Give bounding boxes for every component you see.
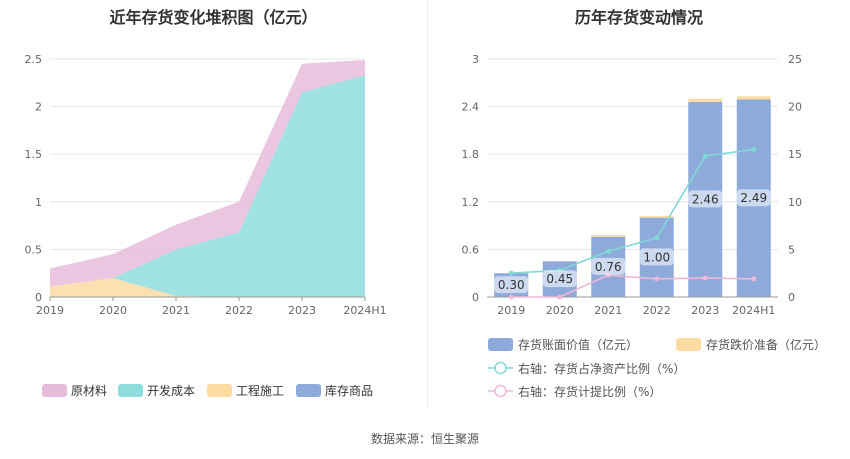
x-tick-label: 2022 (225, 304, 253, 317)
legend-label: 存货跌价准备（亿元） (706, 337, 826, 352)
left-stacked-area-chart: 0 0.5 1 1.5 2 2.5 2019 2020 2021 2022 2023 2024H1 原材… (25, 53, 387, 398)
y2-tick-label: 5 (788, 243, 795, 256)
x-tick-label: 2019 (36, 304, 64, 317)
legend-label: 右轴：存货占净资产比例（%） (518, 361, 685, 376)
line-point (508, 294, 514, 300)
line-point (605, 248, 611, 254)
data-label: 1.00 (639, 248, 674, 266)
legend-label: 开发成本 (147, 383, 195, 398)
data-label: 2.46 (688, 190, 723, 208)
line-point (702, 275, 708, 281)
x-tick-label: 2023 (691, 304, 719, 317)
data-label-text: 1.00 (643, 250, 670, 264)
y2-tick-label: 15 (788, 148, 802, 161)
y2-tick-label: 10 (788, 196, 802, 209)
data-label-text: 0.30 (498, 278, 525, 292)
line-point (751, 276, 757, 282)
x-tick-label: 2020 (546, 304, 574, 317)
legend-label: 工程施工 (236, 383, 284, 398)
legend-label: 存货账面价值（亿元） (518, 337, 638, 352)
legend-swatch (207, 384, 232, 397)
x-tick-label: 2020 (99, 304, 127, 317)
legend-label: 库存商品 (325, 383, 373, 398)
data-source: 数据来源：恒生聚源 (370, 432, 479, 446)
y-tick-label: 2 (35, 101, 42, 114)
legend-label: 原材料 (71, 384, 107, 398)
data-label-text: 0.45 (546, 272, 573, 286)
data-label-bg (736, 189, 771, 207)
data-label-text: 2.46 (692, 192, 719, 206)
line-series (511, 274, 754, 298)
area-series-原材料 (50, 59, 365, 287)
y2-tick-label: 25 (788, 53, 802, 66)
legend-swatch (676, 338, 701, 351)
data-label-bg (494, 276, 529, 294)
x-tick-label: 2021 (594, 304, 622, 317)
legend-label: 右轴：存货计提比例（%） (518, 384, 661, 399)
line-point (702, 153, 708, 159)
area-series-工程施工 (50, 277, 365, 297)
area-series-开发成本 (50, 75, 365, 298)
data-label: 0.45 (542, 270, 577, 288)
y-tick-label: 0.6 (462, 243, 480, 256)
line-point (508, 270, 514, 276)
left-chart-panel: 近年存货变化堆积图（亿元） 0 0.5 1 1.5 2 2.5 2019 2020 2021 20… (0, 0, 427, 410)
legend-swatch (296, 384, 321, 397)
x-tick-label: 2023 (288, 304, 316, 317)
line-point (654, 276, 660, 282)
y-tick-label: 1 (35, 196, 42, 209)
line-point (654, 235, 660, 241)
y-tick-label: 0.5 (25, 243, 43, 256)
y-tick-label: 1.5 (25, 148, 43, 161)
y-tick-label: 1.8 (462, 148, 480, 161)
x-tick-label: 2019 (497, 304, 525, 317)
legend-swatch (118, 384, 143, 397)
data-label-text: 0.76 (595, 260, 622, 274)
x-tick-label: 2021 (162, 304, 190, 317)
bar (639, 216, 674, 218)
line-point (751, 146, 757, 152)
y-tick-label: 3 (472, 53, 479, 66)
y-tick-label: 2.4 (462, 101, 480, 114)
data-label: 0.76 (591, 257, 626, 275)
right-chart-panel: 历年存货变动情况 0 0.6 1.2 1.8 2.4 3 0 5 10 15 20 25 2019 202… (428, 0, 850, 410)
bar (591, 235, 626, 237)
data-label: 2.49 (736, 189, 771, 207)
data-label-bg (688, 190, 723, 208)
data-label-bg (542, 270, 577, 288)
bar (688, 98, 723, 102)
y2-tick-label: 20 (788, 101, 802, 114)
legend-swatch (42, 384, 67, 397)
x-tick-label: 2024H1 (732, 304, 775, 317)
y2-tick-label: 0 (788, 291, 795, 304)
bar (736, 96, 771, 100)
right-bar-line-chart: 0 0.6 1.2 1.8 2.4 3 0 5 10 15 20 25 2019 2020 2021 2022… (462, 53, 827, 399)
right-chart-title: 历年存货变动情况 (574, 8, 703, 27)
line-point (557, 294, 563, 300)
left-chart-title: 近年存货变化堆积图（亿元） (109, 8, 318, 27)
legend-marker (494, 384, 507, 398)
y-tick-label: 1.2 (462, 196, 480, 209)
data-label: 0.30 (494, 276, 529, 294)
data-label-text: 2.49 (740, 191, 767, 205)
x-tick-label: 2022 (643, 304, 671, 317)
y-tick-label: 0 (35, 291, 42, 304)
x-tick-label: 2024H1 (343, 304, 386, 317)
data-label-bg (591, 257, 626, 275)
y-tick-label: 2.5 (25, 53, 43, 66)
legend-marker (494, 361, 507, 375)
y-tick-label: 0 (472, 291, 479, 304)
legend-swatch (488, 338, 513, 351)
panel-divider (427, 0, 428, 408)
data-label-bg (639, 248, 674, 266)
